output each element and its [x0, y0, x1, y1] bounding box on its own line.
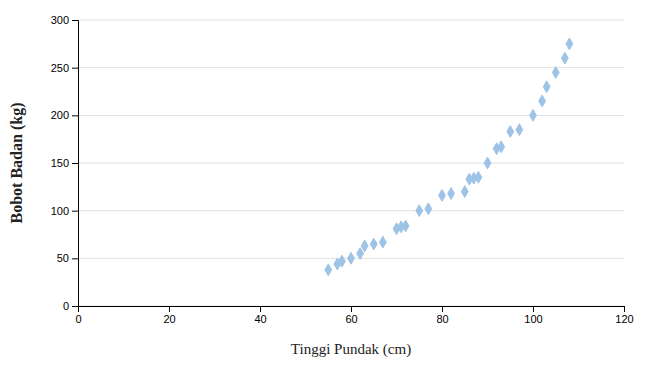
grid-line [78, 67, 624, 68]
x-tick-mark [260, 306, 261, 312]
point [552, 67, 559, 79]
point [339, 255, 346, 267]
point [507, 126, 514, 138]
point [566, 38, 573, 50]
y-tick-mark [72, 258, 78, 259]
point [530, 109, 537, 121]
x-tick: 0 [75, 306, 81, 325]
point [543, 81, 550, 93]
y-tick: 300 [51, 14, 78, 26]
grid [78, 20, 624, 306]
x-tick-label: 20 [163, 313, 175, 325]
grid-line [78, 115, 624, 116]
x-tick-mark [169, 306, 170, 312]
point [348, 252, 355, 264]
x-tick-label: 0 [75, 313, 81, 325]
point [498, 141, 505, 153]
grid-line [78, 163, 624, 164]
point [402, 220, 409, 232]
point [357, 248, 364, 260]
point [416, 205, 423, 217]
x-axis: 0 20 40 60 80 100 120 [75, 306, 633, 325]
plot: 0 20 40 60 80 100 120 0 50 100 150 200 250 300 [51, 14, 634, 325]
point [325, 264, 332, 276]
y-tick-mark [72, 163, 78, 164]
point [516, 124, 523, 136]
y-tick-label: 200 [51, 109, 69, 121]
y-tick-label: 300 [51, 14, 69, 26]
x-axis-title: Tinggi Pundak (cm) [291, 341, 411, 358]
point [425, 203, 432, 215]
y-tick: 150 [51, 157, 78, 169]
y-tick-label: 150 [51, 157, 69, 169]
chart: 0 20 40 60 80 100 120 0 50 100 150 200 250 300 Tinggi … [0, 0, 648, 368]
point [439, 190, 446, 202]
y-tick-mark [72, 20, 78, 21]
y-tick-mark [72, 68, 78, 69]
y-tick-label: 100 [51, 205, 69, 217]
point [539, 95, 546, 107]
grid-line [78, 20, 624, 21]
x-tick-label: 40 [254, 313, 266, 325]
point [361, 240, 368, 252]
y-tick-label: 250 [51, 62, 69, 74]
y-tick: 100 [51, 205, 78, 217]
x-tick-mark [442, 306, 443, 312]
x-tick-mark [351, 306, 352, 312]
y-axis: 0 50 100 150 200 250 300 [51, 14, 79, 312]
x-tick-label: 60 [345, 313, 357, 325]
y-tick-mark [72, 306, 78, 307]
y-axis-title: Bobot Badan (kg) [8, 103, 26, 224]
points [325, 38, 573, 276]
x-tick: 100 [524, 306, 542, 325]
x-axis-line [79, 307, 625, 313]
y-tick-label: 50 [57, 252, 69, 264]
point [561, 52, 568, 64]
x-tick-label: 80 [436, 313, 448, 325]
y-tick: 250 [51, 62, 78, 74]
x-tick-mark [533, 306, 534, 312]
x-tick-label: 120 [615, 313, 633, 325]
x-tick-label: 100 [524, 313, 542, 325]
point [475, 171, 482, 183]
x-tick: 120 [615, 306, 633, 325]
point [448, 188, 455, 200]
x-tick: 40 [254, 306, 266, 325]
y-tick: 200 [51, 109, 78, 121]
y-tick-label: 0 [63, 300, 69, 312]
x-tick: 80 [436, 306, 448, 325]
y-tick-mark [72, 115, 78, 116]
x-tick: 60 [345, 306, 357, 325]
point [379, 236, 386, 248]
point [484, 157, 491, 169]
y-axis-line [72, 21, 79, 307]
point [370, 238, 377, 250]
y-tick: 0 [63, 300, 78, 312]
y-tick-mark [72, 211, 78, 212]
grid-line [78, 210, 624, 211]
point [461, 186, 468, 198]
x-tick-mark [624, 306, 625, 312]
y-tick: 50 [57, 252, 78, 264]
x-tick: 20 [163, 306, 175, 325]
